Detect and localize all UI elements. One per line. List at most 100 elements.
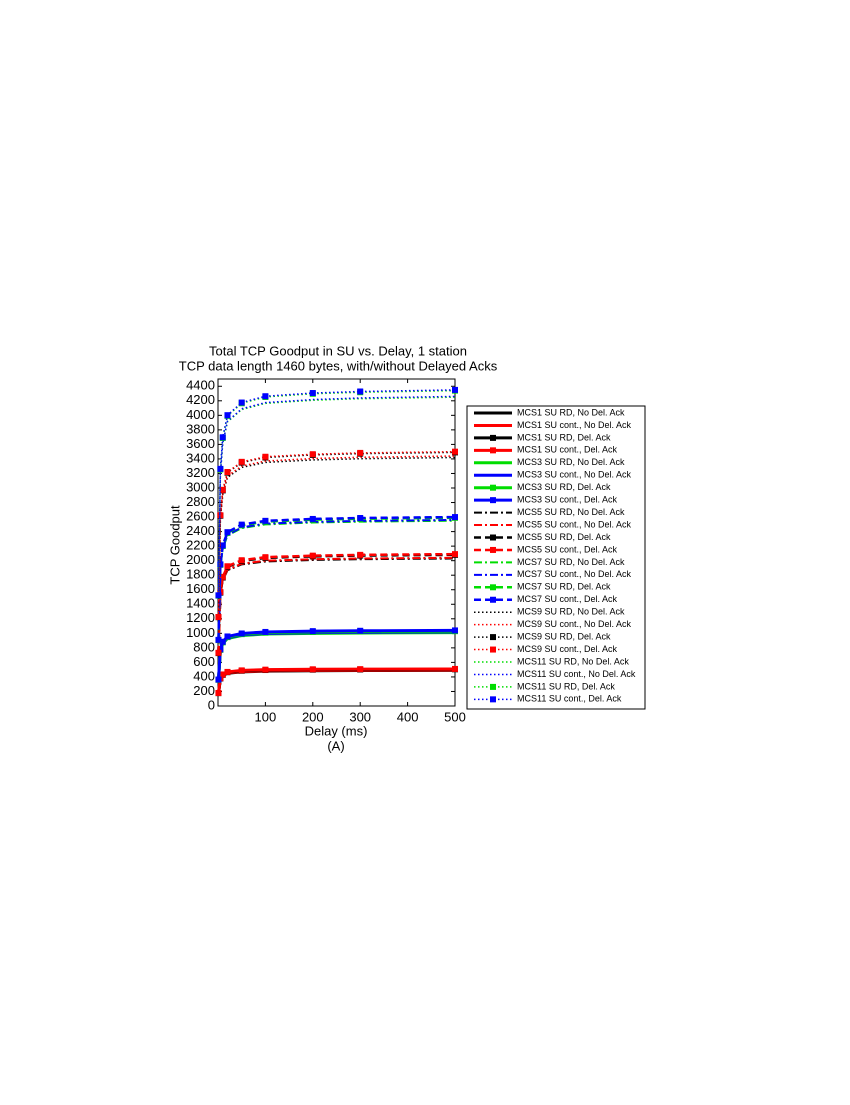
y-tick-label: 1600 [186,581,215,596]
legend-label: MCS7 SU cont., No Del. Ack [517,569,632,579]
y-tick-label: 400 [193,668,215,683]
y-tick-label: 3400 [186,450,215,465]
legend-marker [490,683,496,690]
y-axis-label: TCP Goodput [167,505,182,585]
y-tick-label: 2000 [186,552,215,567]
y-tick-label: 4400 [186,378,215,393]
data-point [309,451,316,458]
data-point [215,592,222,599]
y-tick-label: 3600 [186,436,215,451]
data-point [215,613,222,620]
data-point [452,627,458,634]
legend-label: MCS11 SU cont., Del. Ack [517,694,622,704]
data-point [219,542,226,549]
x-tick-label: 100 [255,709,277,724]
y-tick-label: 2800 [186,494,215,509]
data-point [262,554,269,561]
data-point [217,465,224,472]
data-point [309,552,316,559]
legend-marker [490,646,496,653]
series-line [217,451,456,618]
legend-marker [490,434,496,441]
y-tick-label: 200 [193,683,215,698]
y-tick-label: 1400 [186,596,215,611]
data-point [238,667,245,674]
legend-label: MCS7 SU cont., Del. Ack [517,594,618,604]
legend-label: MCS9 SU RD, Del. Ack [517,631,611,641]
x-tick-label: 200 [302,709,324,724]
data-point [452,386,458,393]
series-line [217,556,456,655]
legend-marker [490,484,496,491]
legend-label: MCS3 SU RD, Del. Ack [517,482,611,492]
chart-subtitle: TCP data length 1460 bytes, with/without… [179,358,498,373]
data-point [238,458,245,465]
series-line [217,553,456,654]
series-line [217,518,456,641]
legend-label: MCS5 SU cont., No Del. Ack [517,519,632,529]
data-point [219,434,226,441]
data-point [357,627,364,634]
legend-marker [490,596,496,603]
y-tick-label: 1200 [186,610,215,625]
series-line [216,668,456,694]
y-tick-label: 3000 [186,479,215,494]
data-point [238,399,245,406]
data-point [357,666,364,673]
y-tick-label: 2600 [186,509,215,524]
legend-frame [466,405,646,710]
data-point [224,529,231,536]
legend-marker [490,497,496,504]
data-point [262,628,269,635]
legend-marker [490,447,496,454]
legend-label: MCS11 SU RD, No Del. Ack [517,656,629,666]
data-point [224,668,231,675]
series-line [217,515,456,640]
data-point [215,676,222,683]
data-point [309,515,316,522]
legend-label: MCS11 SU RD, Del. Ack [517,681,615,691]
legend-label: MCS5 SU cont., Del. Ack [517,544,618,554]
y-tick-label: 4000 [186,407,215,422]
y-tick-label: 2200 [186,538,215,553]
y-tick-label: 1800 [186,567,215,582]
legend-label: MCS1 SU cont., No Del. Ack [517,420,632,430]
data-point [238,521,245,528]
y-tick-label: 4200 [186,392,215,407]
legend-label: MCS1 SU RD, Del. Ack [517,432,611,442]
data-point [224,469,231,476]
legend-label: MCS5 SU RD, No Del. Ack [517,507,625,517]
y-tick-label: 800 [193,639,215,654]
legend-label: MCS3 SU cont., Del. Ack [517,495,618,505]
legend-label: MCS1 SU cont., Del. Ack [517,445,618,455]
y-tick-label: 3800 [186,421,215,436]
data-point [452,514,458,521]
legend-label: MCS3 SU cont., No Del. Ack [517,470,632,480]
caption: (A) [327,738,344,753]
data-point [262,453,269,460]
legend-marker [490,696,496,703]
legend-label: MCS9 SU cont., No Del. Ack [517,619,632,629]
data-point [357,551,364,558]
data-point [309,666,316,673]
x-axis-label: Delay (ms) [305,723,368,738]
series-line [217,557,456,655]
legend-label: MCS9 SU cont., Del. Ack [517,644,618,654]
data-point [452,551,458,558]
series-line [217,396,456,598]
series-line [217,456,456,620]
data-point [262,393,269,400]
legend-label: MCS3 SU RD, No Del. Ack [517,457,625,467]
data-point [262,517,269,524]
data-point [452,665,458,672]
data-point [238,557,245,564]
x-tick-label: 400 [397,709,419,724]
series-line [217,519,456,642]
data-point [224,412,231,419]
data-point [357,388,364,395]
series-line [217,552,456,653]
data-point [357,515,364,522]
data-point [309,390,316,397]
